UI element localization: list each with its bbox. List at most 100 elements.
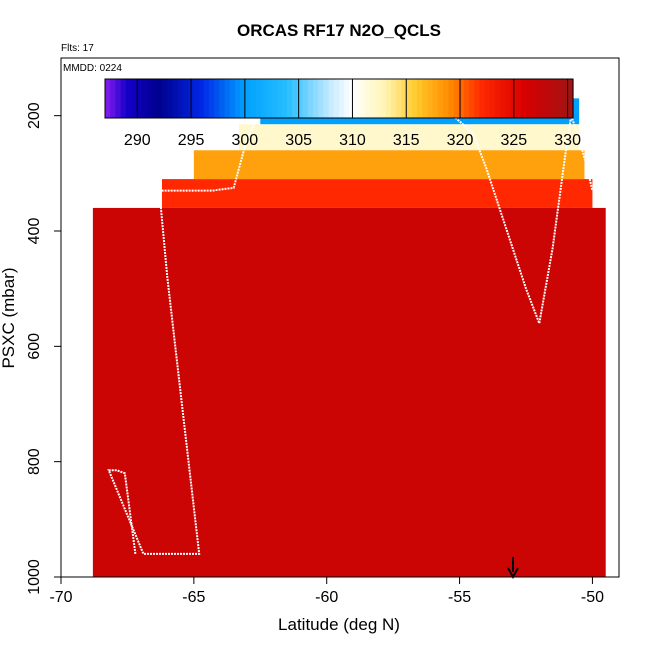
colorbar-cell xyxy=(250,79,257,118)
colorbar-tick-label: 315 xyxy=(393,132,420,149)
colorbar-cell xyxy=(313,79,319,118)
colorbar-cell xyxy=(318,79,324,118)
colorbar-cell xyxy=(552,79,558,118)
colorbar-cell xyxy=(224,79,231,118)
colorbar-cell xyxy=(385,79,392,118)
colorbar-cell xyxy=(323,79,330,118)
colorbar-tick-label: 310 xyxy=(339,132,366,149)
colorbar-cell xyxy=(177,79,184,118)
y-tick-label: 600 xyxy=(26,333,43,360)
x-tick-label: -50 xyxy=(581,589,604,606)
colorbar-cell xyxy=(495,79,501,118)
colorbar-cell xyxy=(526,79,532,118)
arrow-head-icon xyxy=(507,567,519,580)
y-tick-label: 400 xyxy=(26,218,43,245)
colorbar-cell xyxy=(203,79,210,118)
flights-note: Flts: 17 xyxy=(61,43,94,54)
colorbar-cell xyxy=(307,79,314,118)
colorbar-tick-label: 330 xyxy=(554,132,581,149)
colorbar-cell xyxy=(344,79,350,118)
colorbar-cell xyxy=(359,79,366,118)
colorbar-cell xyxy=(183,79,189,118)
colorbar-tick-label: 305 xyxy=(285,132,312,149)
colorbar-cell xyxy=(489,79,496,118)
colorbar-cell xyxy=(474,79,480,118)
colorbar-cell xyxy=(287,79,293,118)
colorbar-cell xyxy=(354,79,361,118)
colorbar-cell xyxy=(469,79,475,118)
colorbar-cell xyxy=(396,79,402,118)
colorbar-cell xyxy=(110,79,116,118)
colorbar-cell xyxy=(453,79,460,118)
colorbar-cell xyxy=(422,79,428,118)
x-tick-label: -65 xyxy=(182,589,205,606)
heatmap-region-4 xyxy=(92,207,606,577)
colorbar-cell xyxy=(292,79,298,118)
colorbar-cell xyxy=(245,79,252,118)
colorbar-tick-label: 290 xyxy=(124,132,151,149)
colorbar-cell xyxy=(209,79,215,118)
colorbar-cell xyxy=(167,79,174,118)
colorbar-cell xyxy=(557,79,564,118)
colorbar-cell xyxy=(266,79,272,118)
colorbar-cell xyxy=(328,79,335,118)
colorbar-cell xyxy=(115,79,122,118)
colorbar-cell xyxy=(261,79,267,118)
colorbar-cell xyxy=(276,79,283,118)
colorbar-cell xyxy=(536,79,543,118)
colorbar-cell xyxy=(146,79,153,118)
colorbar-cell xyxy=(255,79,262,118)
colorbar-cell xyxy=(172,79,179,118)
colorbar-cell xyxy=(162,79,168,118)
colorbar-cell xyxy=(484,79,491,118)
colorbar-cell xyxy=(541,79,548,118)
y-axis: 200 400 600 800 1000 xyxy=(26,102,62,595)
colorbar-cell xyxy=(219,79,226,118)
x-tick-label: -70 xyxy=(49,589,72,606)
chart-title: ORCAS RF17 N2O_QCLS xyxy=(237,21,441,40)
colorbar-cell xyxy=(281,79,288,118)
colorbar-cell xyxy=(297,79,304,118)
colorbar-cell xyxy=(214,79,220,118)
colorbar-cell xyxy=(411,79,418,118)
colorbar-cell xyxy=(437,79,444,118)
colorbar-cell xyxy=(105,79,111,118)
colorbar-cell xyxy=(125,79,132,118)
colorbar-cell xyxy=(479,79,486,118)
colorbar-cell xyxy=(193,79,200,118)
colorbar-cell xyxy=(521,79,527,118)
colorbar-cell xyxy=(229,79,236,118)
colorbar-cell xyxy=(141,79,148,118)
colorbar-cell xyxy=(333,79,340,118)
x-axis-label: Latitude (deg N) xyxy=(278,615,400,634)
date-note: MMDD: 0224 xyxy=(63,63,122,74)
colorbar-tick-label: 295 xyxy=(178,132,205,149)
heatmap-region-1 xyxy=(239,124,580,151)
colorbar-cell xyxy=(391,79,397,118)
colorbar-cell xyxy=(443,79,449,118)
colorbar-cell xyxy=(375,79,382,118)
x-tick-label: -55 xyxy=(448,589,471,606)
y-axis-label: PSXC (mbar) xyxy=(0,267,18,368)
colorbar-cell xyxy=(131,79,137,118)
colorbar-cell xyxy=(427,79,434,118)
colorbar-cell xyxy=(505,79,512,118)
colorbar-cell xyxy=(365,79,371,118)
colorbar-frame xyxy=(104,78,574,119)
colorbar-cell xyxy=(567,79,574,118)
colorbar-cell xyxy=(432,79,439,118)
colorbar-cell xyxy=(562,79,569,118)
colorbar-cell xyxy=(406,79,413,118)
colorbar-cell xyxy=(120,79,127,118)
x-axis: -70 -65 -60 -55 -50 xyxy=(49,576,604,606)
heatmap-region-2 xyxy=(193,150,585,180)
y-tick-label: 800 xyxy=(26,448,43,475)
colorbar-tick-label: 320 xyxy=(447,132,474,149)
colorbar-tick-label: 325 xyxy=(500,132,527,149)
colorbar-cell xyxy=(380,79,387,118)
y-tick-label: 200 xyxy=(26,102,43,129)
colorbar-cell xyxy=(235,79,241,118)
colorbar-cell xyxy=(417,79,423,118)
colorbar-cell xyxy=(157,79,163,118)
